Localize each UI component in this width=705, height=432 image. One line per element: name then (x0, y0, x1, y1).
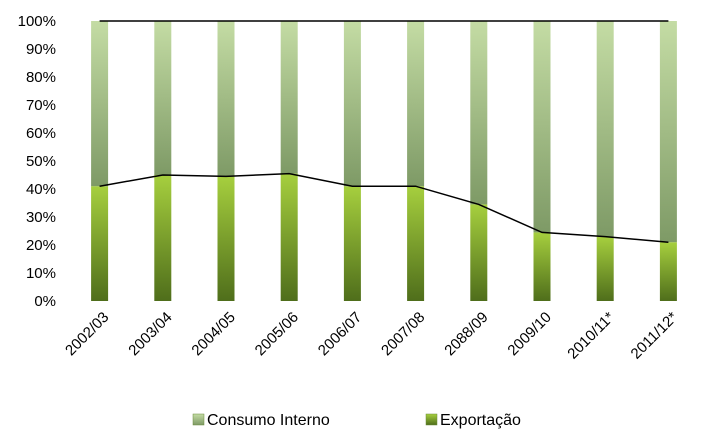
y-tick-label: 100% (18, 13, 56, 30)
x-tick-label: 2011/12* (628, 309, 682, 363)
legend-label: Consumo Interno (207, 412, 330, 429)
bar-exportacao (343, 186, 361, 301)
bar-exportacao (407, 186, 425, 301)
x-tick-label: 2004/05 (188, 309, 238, 359)
bar-exportacao (533, 232, 551, 301)
bar-consumo-interno (596, 21, 614, 237)
x-tick-label: 2088/09 (441, 309, 491, 359)
exportacao-share-line (99, 172, 669, 243)
bars (91, 21, 677, 301)
legend-swatch (425, 413, 438, 426)
x-tick-label: 2007/08 (378, 309, 428, 359)
bar-consumo-interno (659, 21, 677, 243)
bar-exportacao (470, 204, 488, 301)
y-tick-label: 0% (34, 293, 56, 310)
y-tick-label: 90% (26, 41, 56, 58)
bar-consumo-interno (280, 21, 298, 174)
x-tick-label: 2010/11* (564, 309, 618, 363)
y-tick-label: 30% (26, 209, 56, 226)
bar-exportacao (659, 242, 677, 301)
y-axis-labels: 0% 10% 20% 30% 40% 50% 60% 70% 80% 90% 100% (18, 13, 56, 310)
bar-consumo-interno (533, 21, 551, 233)
bar-consumo-interno (343, 21, 361, 187)
x-tick-label: 2005/06 (252, 309, 302, 359)
lines (99, 20, 669, 243)
x-tick-label: 2009/10 (504, 309, 554, 359)
y-tick-label: 60% (26, 125, 56, 142)
bar-consumo-interno (407, 21, 425, 187)
y-tick-label: 40% (26, 181, 56, 198)
bar-exportacao (280, 173, 298, 301)
x-axis-labels: 2002/03 2003/04 2004/05 2005/06 2006/07 2007/… (62, 309, 681, 363)
y-tick-label: 80% (26, 69, 56, 86)
y-tick-label: 70% (26, 97, 56, 114)
y-tick-label: 50% (26, 153, 56, 170)
bar-consumo-interno (154, 21, 172, 175)
x-tick-label: 2003/04 (125, 309, 175, 359)
x-tick-label: 2002/03 (62, 309, 112, 359)
x-tick-label: 2006/07 (315, 309, 365, 359)
legend-swatch (192, 413, 205, 426)
legend: Consumo Interno Exportação (192, 412, 521, 429)
bar-exportacao (154, 175, 172, 301)
bar-exportacao (91, 186, 109, 301)
bar-consumo-interno (470, 21, 488, 205)
bar-consumo-interno (91, 21, 109, 187)
y-tick-label: 10% (26, 265, 56, 282)
bar-exportacao (596, 236, 614, 301)
bar-exportacao (217, 176, 235, 301)
legend-label: Exportação (440, 412, 521, 429)
y-tick-label: 20% (26, 237, 56, 254)
bar-consumo-interno (217, 21, 235, 177)
